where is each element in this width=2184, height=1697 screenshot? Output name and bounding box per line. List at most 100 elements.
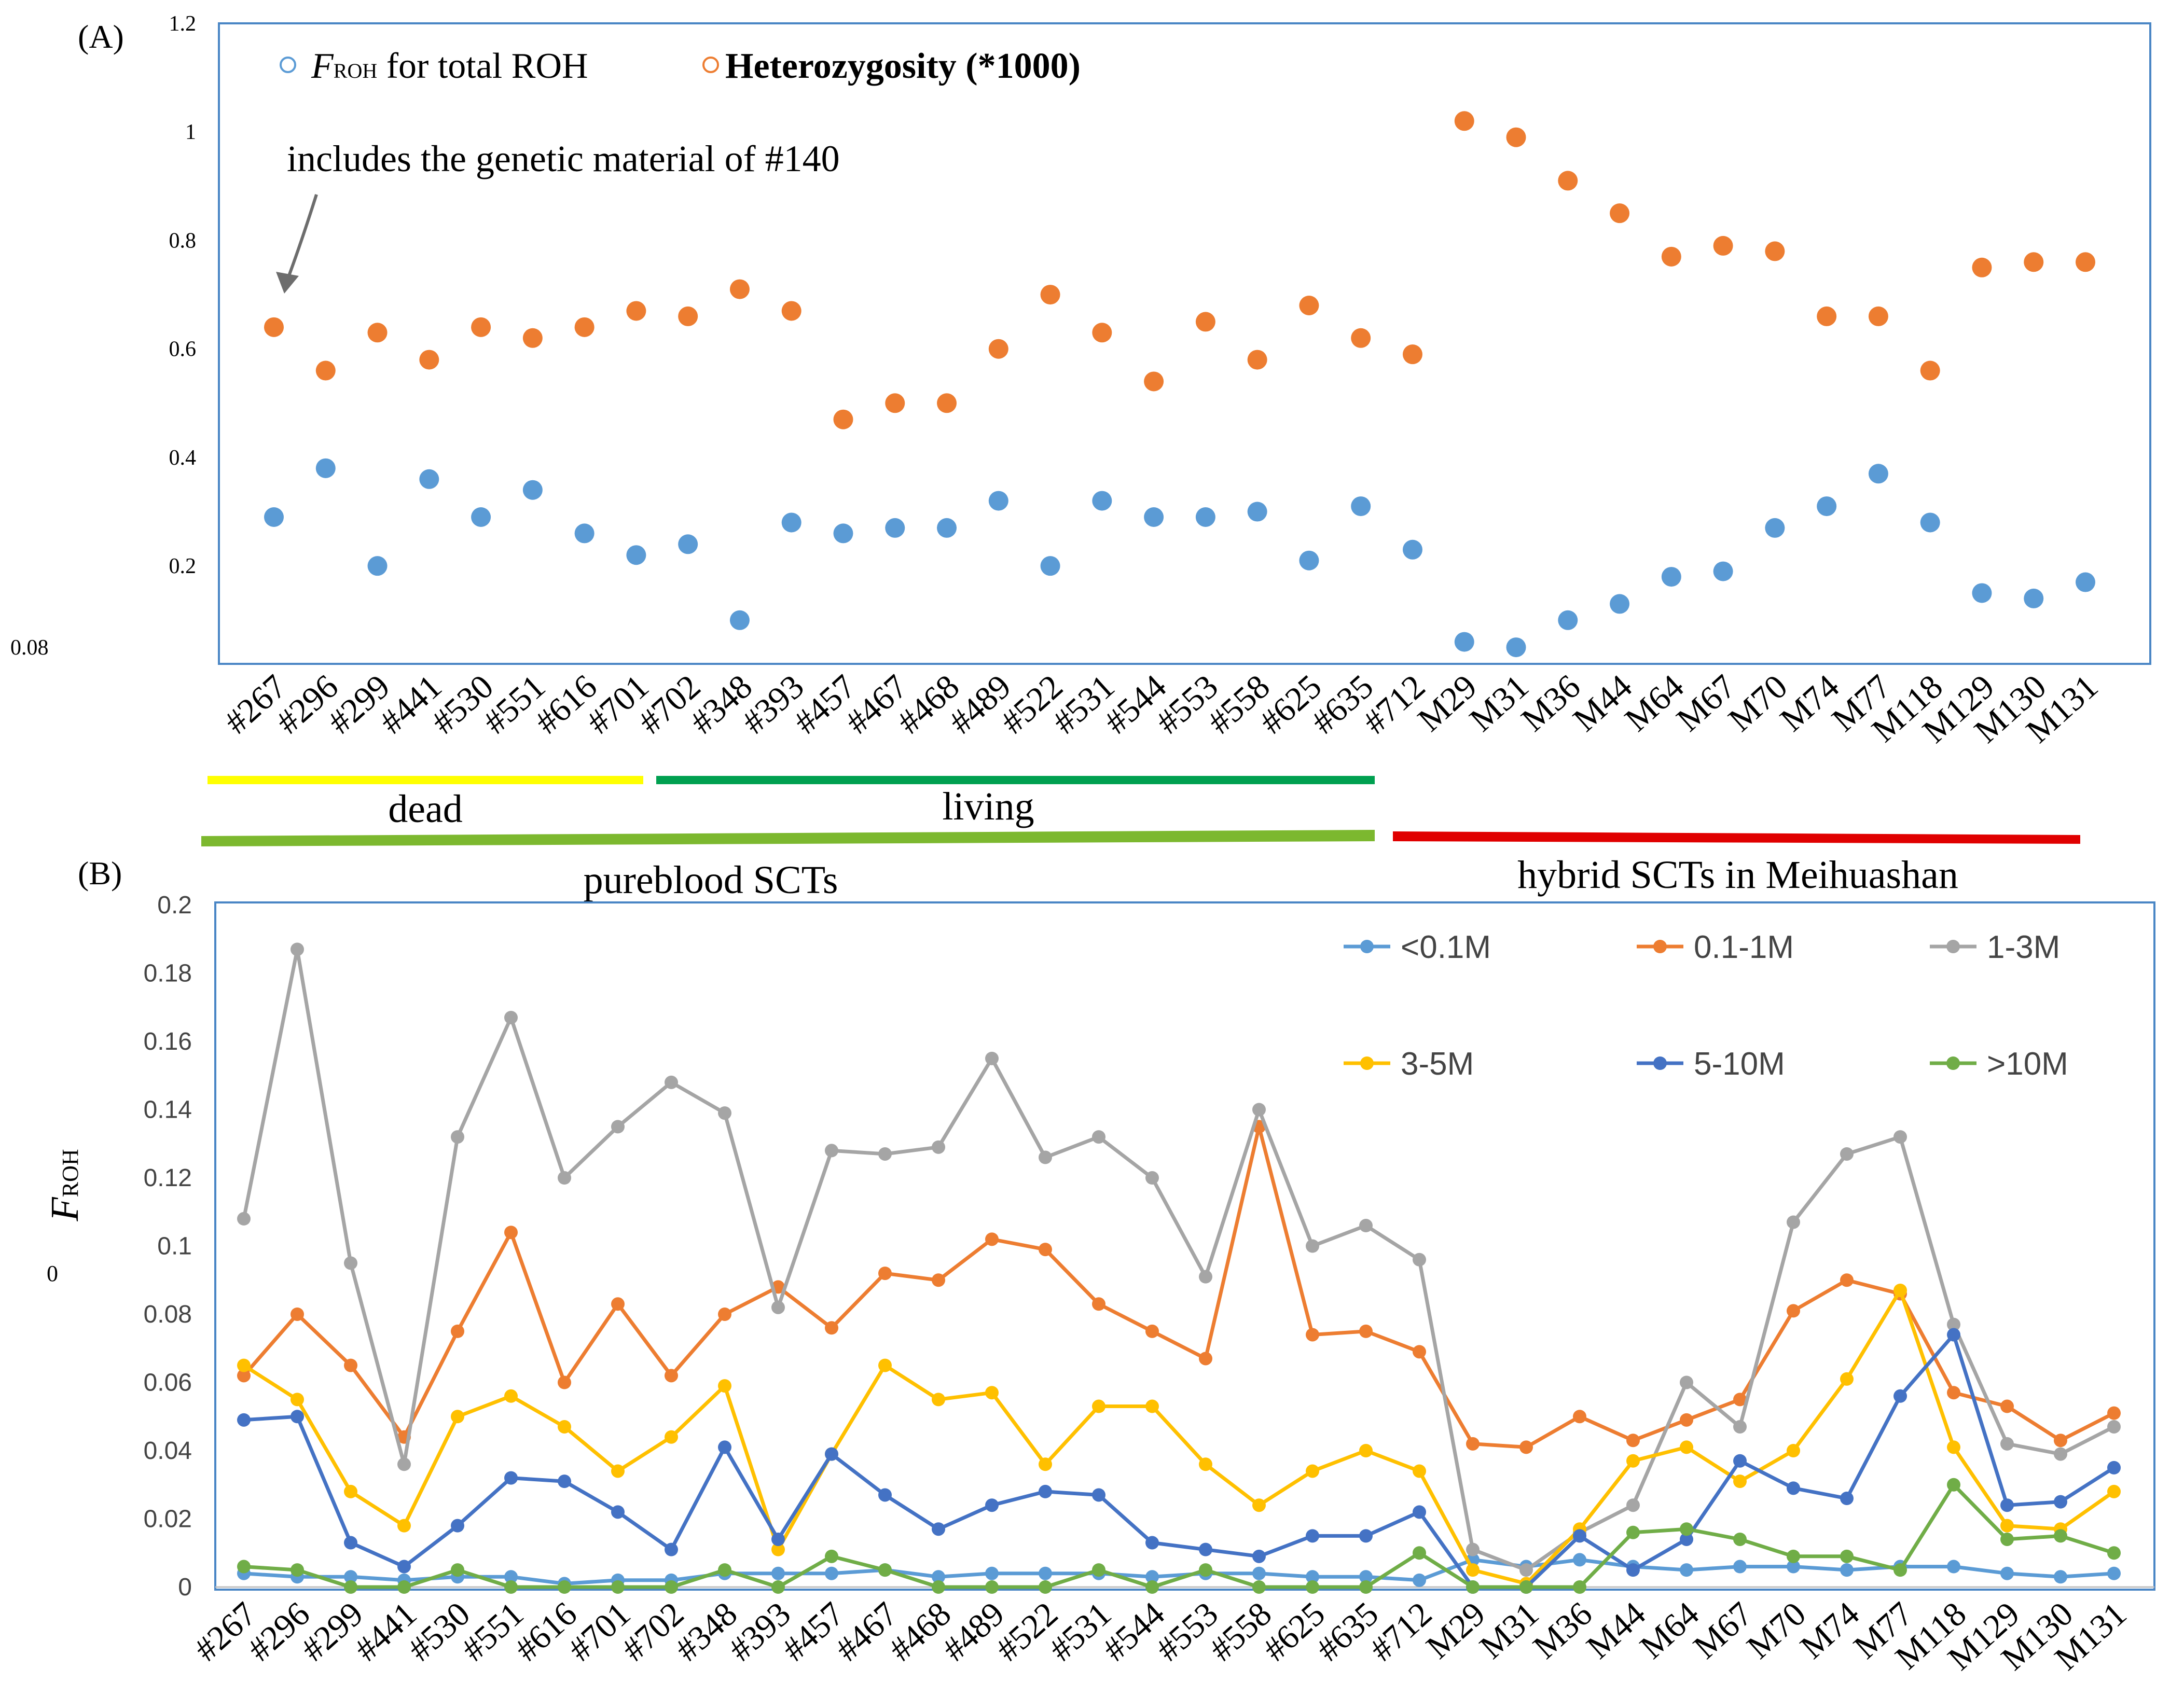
legend-label-10m: >10M (1987, 1046, 2068, 1082)
series-point-10m-267 (237, 1560, 251, 1574)
series-point-0-1-1m-616 (558, 1375, 571, 1389)
series-point-3-5m-m67 (1733, 1475, 1747, 1489)
het-point-553 (1195, 312, 1215, 332)
froh-point-m31 (1506, 637, 1526, 658)
panel-b-y-tick-label: 0.12 (144, 1164, 192, 1192)
series-point-5-10m-530 (451, 1519, 464, 1533)
series-point-10m-296 (291, 1563, 304, 1577)
series-point-0-1m-m64 (1680, 1563, 1693, 1577)
series-point-1-3m-m29 (1466, 1542, 1480, 1556)
series-point-0-1-1m-299 (344, 1358, 357, 1372)
series-point-10m-m130 (2054, 1529, 2067, 1543)
legend-het-marker (702, 57, 719, 73)
series-point-5-10m-551 (504, 1471, 518, 1485)
panel-a-y-tick-label: 0.2 (169, 554, 197, 578)
panel-a-y-tick-label: 0.6 (169, 338, 197, 361)
series-point-0-1m-m118 (1947, 1560, 1960, 1574)
series-point-1-3m-m77 (1893, 1130, 1907, 1144)
series-point-0-1-1m-m67 (1733, 1393, 1747, 1407)
series-point-0-1-1m-m44 (1626, 1434, 1640, 1448)
series-point-1-3m-m44 (1626, 1498, 1640, 1512)
series-point-1-3m-348 (718, 1106, 731, 1120)
series-0-1-1m (237, 1120, 2121, 1454)
series-point-5-10m-267 (237, 1413, 251, 1427)
het-point-m131 (2076, 252, 2095, 272)
dead-label: dead (388, 787, 462, 831)
series-point-3-5m-m74 (1840, 1372, 1854, 1386)
froh-point-m129 (1972, 583, 1992, 603)
series-point-10m-m131 (2107, 1546, 2121, 1560)
het-point-299 (367, 323, 388, 343)
series-point-1-3m-m130 (2054, 1447, 2067, 1461)
series-point-1-3m-625 (1306, 1239, 1319, 1253)
series-point-10m-348 (718, 1563, 731, 1577)
series-point-3-5m-544 (1145, 1399, 1159, 1413)
het-point-m74 (1817, 306, 1837, 326)
froh-point-348 (729, 610, 750, 630)
series-point-0-1m-489 (985, 1566, 999, 1580)
series-point-0-1-1m-468 (932, 1273, 945, 1287)
series-point-5-10m-m36 (1573, 1529, 1586, 1543)
series-point-0-1m-m36 (1573, 1553, 1586, 1567)
panel-a-y-tick-label: 1 (185, 120, 196, 144)
froh-point-616 (574, 523, 595, 544)
series-point-0-1m-m67 (1733, 1560, 1747, 1574)
series-point-0-1m-635 (1359, 1570, 1373, 1584)
series-point-3-5m-m70 (1787, 1444, 1800, 1457)
panel-a-stray-label: 0.08 (10, 636, 49, 660)
froh-point-530 (471, 507, 491, 527)
living-label: living (942, 785, 1034, 828)
hybrid-label: hybrid SCTs in Meihuashan (1517, 853, 1958, 897)
series-point-0-1m-544 (1145, 1570, 1159, 1584)
froh-point-m118 (1920, 512, 1940, 533)
series-point-0-1-1m-530 (451, 1324, 464, 1338)
froh-point-489 (988, 491, 1008, 511)
panel-b-y-tick-label: 0.02 (144, 1506, 192, 1533)
series-line-5-10m (243, 1333, 2115, 1589)
series-point-5-10m-m64 (1680, 1532, 1693, 1546)
series-point-10m-489 (985, 1580, 999, 1594)
series-point-0-1-1m-m29 (1466, 1437, 1480, 1451)
series-point-0-1-1m-m129 (2000, 1399, 2014, 1413)
series-point-0-1m-299 (344, 1570, 357, 1584)
froh-point-m36 (1558, 610, 1578, 630)
series-point-1-3m-489 (985, 1051, 999, 1065)
series-point-0-1-1m-551 (504, 1226, 518, 1240)
annotation-arrowhead (276, 272, 299, 294)
series-point-1-3m-393 (771, 1300, 785, 1314)
froh-point-551 (522, 480, 543, 500)
panel-b-y-tick-label: 0.08 (144, 1301, 192, 1328)
series-point-5-10m-625 (1306, 1529, 1319, 1543)
het-point-702 (678, 306, 698, 326)
series-point-1-3m-531 (1092, 1130, 1105, 1144)
froh-point-467 (885, 518, 905, 538)
series-point-3-5m-625 (1306, 1464, 1319, 1478)
legend-marker-1-3m (1946, 940, 1960, 953)
series-point-0-1m-468 (932, 1570, 945, 1584)
froh-point-m29 (1454, 632, 1474, 652)
series-point-1-3m-553 (1199, 1270, 1212, 1284)
series-point-1-3m-m129 (2000, 1437, 2014, 1451)
series-point-10m-467 (878, 1563, 892, 1577)
froh-point-457 (833, 523, 853, 544)
series-point-10m-m36 (1573, 1580, 1586, 1594)
series-point-1-3m-467 (878, 1147, 892, 1161)
het-point-m29 (1454, 111, 1474, 131)
series-point-10m-702 (665, 1580, 678, 1594)
het-point-558 (1247, 350, 1267, 370)
panel-b-legend: <0.1M 0.1-1M 1-3M 3-5M 5-10M >10M (1344, 929, 2068, 1082)
series-point-3-5m-348 (718, 1379, 731, 1393)
series-point-5-10m-m77 (1893, 1389, 1907, 1403)
series-point-3-5m-m77 (1893, 1283, 1907, 1297)
froh-point-m44 (1610, 594, 1630, 614)
series-point-0-1-1m-348 (718, 1307, 731, 1321)
froh-point-m74 (1817, 496, 1837, 517)
living-bar (656, 776, 1375, 784)
series-point-0-1-1m-m74 (1840, 1273, 1854, 1287)
series-point-0-1-1m-712 (1413, 1345, 1426, 1359)
series-point-3-5m-530 (451, 1410, 464, 1424)
het-point-616 (574, 317, 595, 337)
series-point-5-10m-m70 (1787, 1481, 1800, 1495)
series-point-0-1-1m-296 (291, 1307, 304, 1321)
